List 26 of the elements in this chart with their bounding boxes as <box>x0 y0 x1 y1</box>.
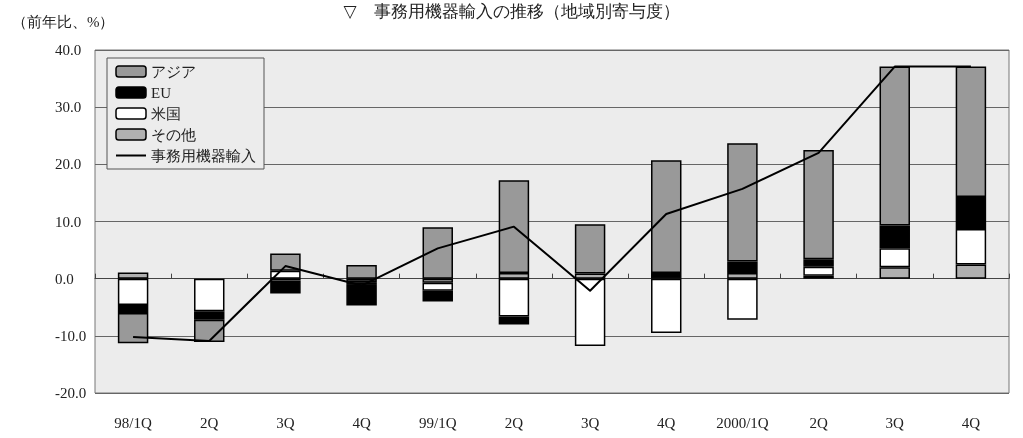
x-tick-label: 4Q <box>657 414 676 431</box>
x-tick-label: 2Q <box>200 414 219 431</box>
legend-label: アジア <box>151 63 196 80</box>
y-tick-label: 30.0 <box>55 99 82 116</box>
x-tick-label: 2000/1Q <box>716 414 769 431</box>
y-tick-label: -20.0 <box>55 385 87 401</box>
legend-label: 事務用機器輸入 <box>151 147 256 164</box>
y-axis-title: （前年比、%） <box>12 13 115 30</box>
y-tick-label: 10.0 <box>55 213 82 230</box>
y-tick-label: -10.0 <box>55 327 87 344</box>
x-tick-label: 4Q <box>352 414 371 431</box>
legend-label: EU <box>151 84 172 101</box>
legend-label: その他 <box>151 126 196 143</box>
x-tick-label: 2Q <box>809 414 828 431</box>
y-tick-label: 0.0 <box>55 270 74 287</box>
y-tick-label: 20.0 <box>55 156 82 173</box>
x-tick-label: 4Q <box>961 414 981 431</box>
x-tick-label: 3Q <box>885 414 905 431</box>
x-tick-label: 3Q <box>580 414 600 431</box>
x-tick-label: 3Q <box>276 414 295 431</box>
legend-label: 米国 <box>151 105 181 122</box>
x-tick-label: 99/1Q <box>419 414 457 431</box>
y-tick-label: 40.0 <box>55 42 82 58</box>
chart-title: ▽ 事務用機器輸入の推移（地域別寄与度） <box>343 2 680 21</box>
x-tick-label: 98/1Q <box>114 414 152 431</box>
x-tick-label: 2Q <box>504 414 524 431</box>
